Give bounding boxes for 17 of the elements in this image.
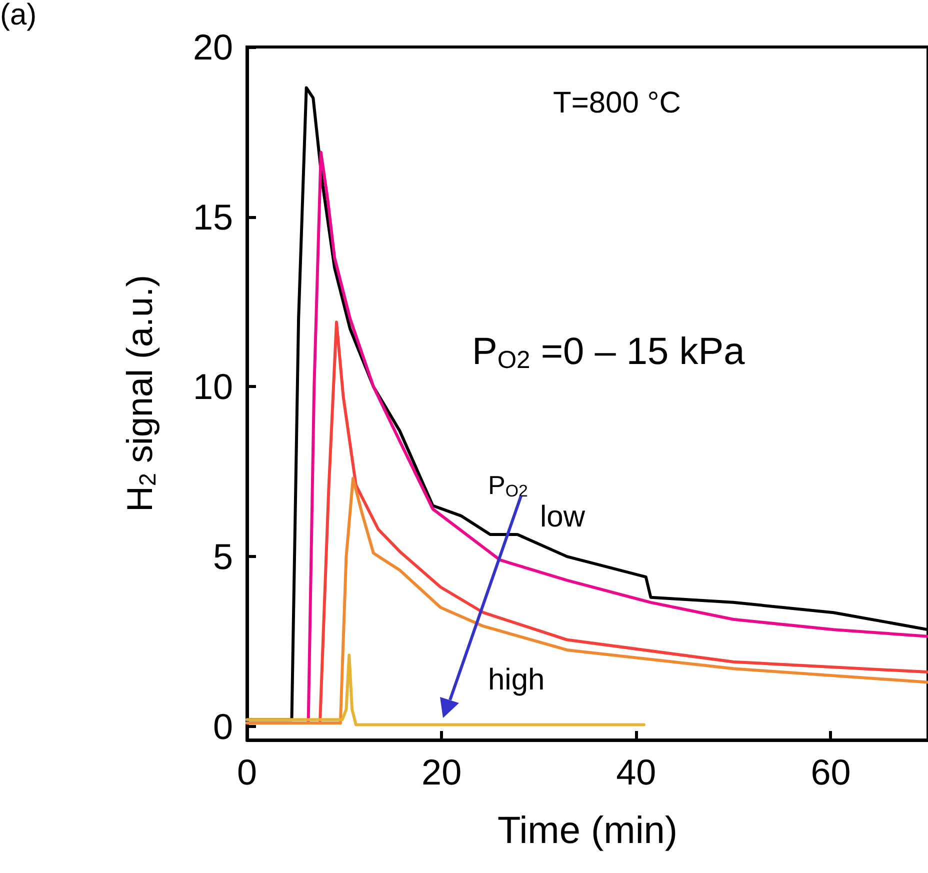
y-tick-label: 15 [192,196,233,238]
annotation: T=800 °C [553,86,681,120]
y-tick-label: 20 [192,26,233,68]
y-tick-label: 10 [192,366,233,408]
text: (a) [0,0,37,32]
x-tick-label: 60 [810,752,851,792]
x-tick-label: 20 [422,752,462,792]
y-axis-title: H2 signal (a.u.) [118,274,160,512]
y-tick-label: 5 [212,536,233,578]
y-tick-label: 0 [212,706,233,747]
annotation: PO2 [488,470,528,500]
annotation: low [540,500,586,534]
line-series [246,654,646,726]
x-tick-label: 40 [616,752,656,792]
x-axis-title: Time (min) [497,810,678,852]
line-series [246,476,928,725]
annotation: high [488,664,545,696]
